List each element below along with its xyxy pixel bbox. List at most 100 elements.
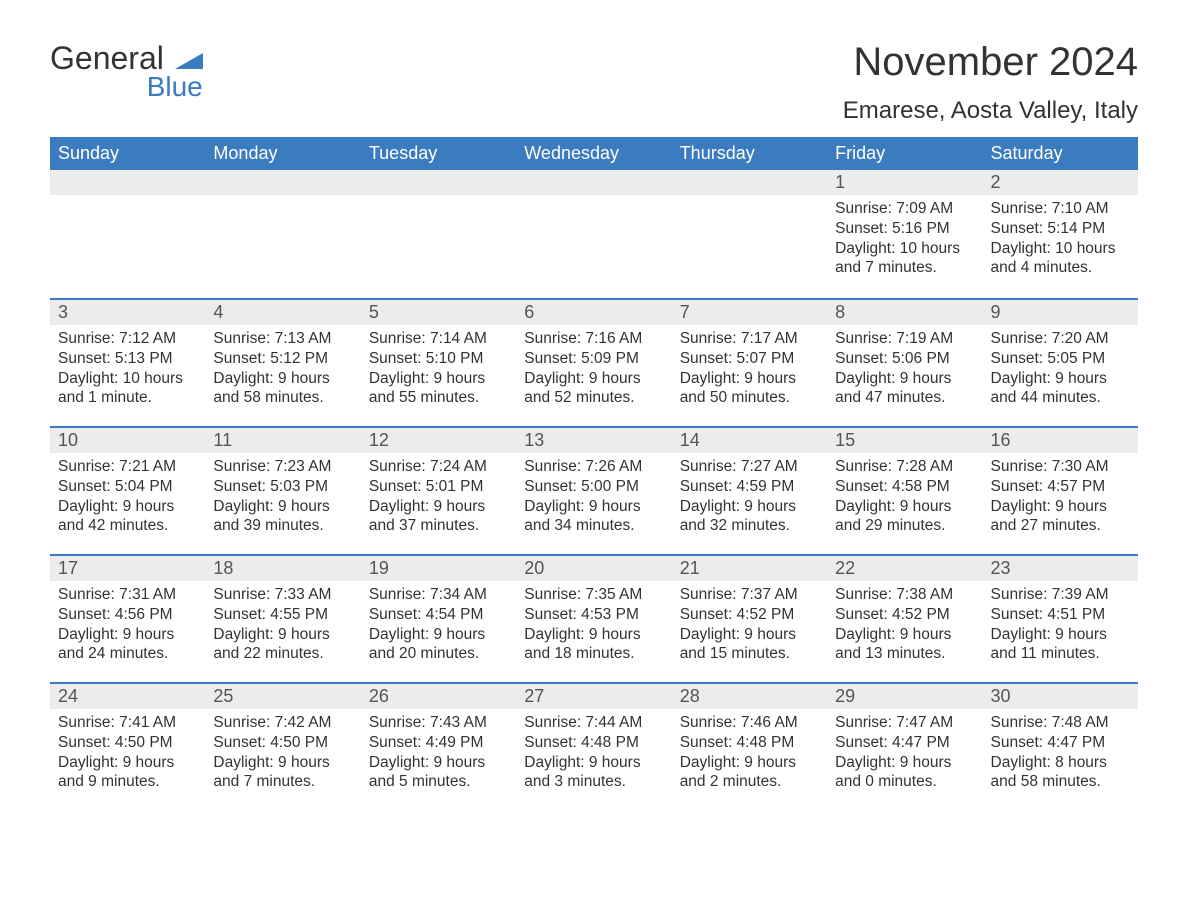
daylight-text: Daylight: 9 hours and 11 minutes. (991, 625, 1130, 665)
calendar-cell: 17Sunrise: 7:31 AMSunset: 4:56 PMDayligh… (50, 554, 205, 682)
daylight-text: Daylight: 10 hours and 1 minute. (58, 369, 197, 409)
day-wrap: 4Sunrise: 7:13 AMSunset: 5:12 PMDaylight… (205, 298, 360, 416)
day-number: 9 (983, 300, 1138, 325)
day-body: Sunrise: 7:47 AMSunset: 4:47 PMDaylight:… (827, 709, 982, 800)
calendar-cell: 19Sunrise: 7:34 AMSunset: 4:54 PMDayligh… (361, 554, 516, 682)
month-title: November 2024 (843, 40, 1138, 85)
day-number: 22 (827, 556, 982, 581)
sunrise-text: Sunrise: 7:34 AM (369, 585, 508, 605)
sunset-text: Sunset: 4:47 PM (991, 733, 1130, 753)
daylight-text: Daylight: 9 hours and 42 minutes. (58, 497, 197, 537)
day-number: 6 (516, 300, 671, 325)
calendar-cell: 12Sunrise: 7:24 AMSunset: 5:01 PMDayligh… (361, 426, 516, 554)
day-wrap: 25Sunrise: 7:42 AMSunset: 4:50 PMDayligh… (205, 682, 360, 800)
weekday-header: Tuesday (361, 137, 516, 170)
daylight-text: Daylight: 9 hours and 18 minutes. (524, 625, 663, 665)
calendar-table: SundayMondayTuesdayWednesdayThursdayFrid… (50, 137, 1138, 810)
day-number: 28 (672, 684, 827, 709)
day-number: 10 (50, 428, 205, 453)
daylight-text: Daylight: 9 hours and 9 minutes. (58, 753, 197, 793)
day-body: Sunrise: 7:23 AMSunset: 5:03 PMDaylight:… (205, 453, 360, 544)
sunrise-text: Sunrise: 7:16 AM (524, 329, 663, 349)
day-wrap: 6Sunrise: 7:16 AMSunset: 5:09 PMDaylight… (516, 298, 671, 416)
daylight-text: Daylight: 10 hours and 7 minutes. (835, 239, 974, 279)
sunset-text: Sunset: 4:48 PM (680, 733, 819, 753)
sunrise-text: Sunrise: 7:10 AM (991, 199, 1130, 219)
daylight-text: Daylight: 9 hours and 29 minutes. (835, 497, 974, 537)
day-body: Sunrise: 7:35 AMSunset: 4:53 PMDaylight:… (516, 581, 671, 672)
daylight-text: Daylight: 9 hours and 7 minutes. (213, 753, 352, 793)
sunrise-text: Sunrise: 7:17 AM (680, 329, 819, 349)
day-number: 29 (827, 684, 982, 709)
daylight-text: Daylight: 9 hours and 52 minutes. (524, 369, 663, 409)
calendar-cell: 20Sunrise: 7:35 AMSunset: 4:53 PMDayligh… (516, 554, 671, 682)
day-number: 18 (205, 556, 360, 581)
day-body: Sunrise: 7:30 AMSunset: 4:57 PMDaylight:… (983, 453, 1138, 544)
day-wrap: 20Sunrise: 7:35 AMSunset: 4:53 PMDayligh… (516, 554, 671, 672)
calendar-cell: 29Sunrise: 7:47 AMSunset: 4:47 PMDayligh… (827, 682, 982, 810)
calendar-cell: 22Sunrise: 7:38 AMSunset: 4:52 PMDayligh… (827, 554, 982, 682)
sunrise-text: Sunrise: 7:31 AM (58, 585, 197, 605)
day-number-empty (361, 170, 516, 195)
sunrise-text: Sunrise: 7:33 AM (213, 585, 352, 605)
sunrise-text: Sunrise: 7:14 AM (369, 329, 508, 349)
day-body: Sunrise: 7:19 AMSunset: 5:06 PMDaylight:… (827, 325, 982, 416)
calendar-cell: 4Sunrise: 7:13 AMSunset: 5:12 PMDaylight… (205, 298, 360, 426)
sunset-text: Sunset: 5:00 PM (524, 477, 663, 497)
day-body: Sunrise: 7:21 AMSunset: 5:04 PMDaylight:… (50, 453, 205, 544)
calendar-cell: 14Sunrise: 7:27 AMSunset: 4:59 PMDayligh… (672, 426, 827, 554)
calendar-week-row: 1Sunrise: 7:09 AMSunset: 5:16 PMDaylight… (50, 170, 1138, 298)
calendar-week-row: 10Sunrise: 7:21 AMSunset: 5:04 PMDayligh… (50, 426, 1138, 554)
sunset-text: Sunset: 4:47 PM (835, 733, 974, 753)
day-wrap: 26Sunrise: 7:43 AMSunset: 4:49 PMDayligh… (361, 682, 516, 800)
sunrise-text: Sunrise: 7:35 AM (524, 585, 663, 605)
daylight-text: Daylight: 9 hours and 39 minutes. (213, 497, 352, 537)
sunset-text: Sunset: 4:52 PM (680, 605, 819, 625)
day-body: Sunrise: 7:13 AMSunset: 5:12 PMDaylight:… (205, 325, 360, 416)
sunset-text: Sunset: 5:12 PM (213, 349, 352, 369)
day-body: Sunrise: 7:20 AMSunset: 5:05 PMDaylight:… (983, 325, 1138, 416)
calendar-cell: 28Sunrise: 7:46 AMSunset: 4:48 PMDayligh… (672, 682, 827, 810)
title-block: November 2024 Emarese, Aosta Valley, Ita… (843, 40, 1138, 125)
day-body: Sunrise: 7:34 AMSunset: 4:54 PMDaylight:… (361, 581, 516, 672)
day-number: 16 (983, 428, 1138, 453)
day-body: Sunrise: 7:12 AMSunset: 5:13 PMDaylight:… (50, 325, 205, 416)
sunset-text: Sunset: 5:07 PM (680, 349, 819, 369)
calendar-cell: 18Sunrise: 7:33 AMSunset: 4:55 PMDayligh… (205, 554, 360, 682)
calendar-body: 1Sunrise: 7:09 AMSunset: 5:16 PMDaylight… (50, 170, 1138, 810)
calendar-cell: 7Sunrise: 7:17 AMSunset: 5:07 PMDaylight… (672, 298, 827, 426)
day-number: 21 (672, 556, 827, 581)
day-number: 14 (672, 428, 827, 453)
day-number-empty (516, 170, 671, 195)
day-number: 5 (361, 300, 516, 325)
daylight-text: Daylight: 9 hours and 27 minutes. (991, 497, 1130, 537)
day-body: Sunrise: 7:46 AMSunset: 4:48 PMDaylight:… (672, 709, 827, 800)
sunset-text: Sunset: 5:05 PM (991, 349, 1130, 369)
weekday-header: Friday (827, 137, 982, 170)
day-wrap: 1Sunrise: 7:09 AMSunset: 5:16 PMDaylight… (827, 170, 982, 286)
sunrise-text: Sunrise: 7:13 AM (213, 329, 352, 349)
day-body: Sunrise: 7:43 AMSunset: 4:49 PMDaylight:… (361, 709, 516, 800)
day-number: 1 (827, 170, 982, 195)
weekday-header: Wednesday (516, 137, 671, 170)
calendar-cell: 21Sunrise: 7:37 AMSunset: 4:52 PMDayligh… (672, 554, 827, 682)
sunrise-text: Sunrise: 7:47 AM (835, 713, 974, 733)
sunset-text: Sunset: 4:57 PM (991, 477, 1130, 497)
day-wrap: 19Sunrise: 7:34 AMSunset: 4:54 PMDayligh… (361, 554, 516, 672)
calendar-cell: 16Sunrise: 7:30 AMSunset: 4:57 PMDayligh… (983, 426, 1138, 554)
day-body: Sunrise: 7:24 AMSunset: 5:01 PMDaylight:… (361, 453, 516, 544)
day-wrap: 18Sunrise: 7:33 AMSunset: 4:55 PMDayligh… (205, 554, 360, 672)
weekday-header: Saturday (983, 137, 1138, 170)
day-number: 7 (672, 300, 827, 325)
day-number: 2 (983, 170, 1138, 195)
calendar-cell: 25Sunrise: 7:42 AMSunset: 4:50 PMDayligh… (205, 682, 360, 810)
day-body: Sunrise: 7:09 AMSunset: 5:16 PMDaylight:… (827, 195, 982, 286)
daylight-text: Daylight: 9 hours and 13 minutes. (835, 625, 974, 665)
day-body: Sunrise: 7:27 AMSunset: 4:59 PMDaylight:… (672, 453, 827, 544)
daylight-text: Daylight: 9 hours and 3 minutes. (524, 753, 663, 793)
calendar-cell (516, 170, 671, 298)
daylight-text: Daylight: 9 hours and 55 minutes. (369, 369, 508, 409)
sunrise-text: Sunrise: 7:41 AM (58, 713, 197, 733)
location: Emarese, Aosta Valley, Italy (843, 97, 1138, 125)
day-body: Sunrise: 7:31 AMSunset: 4:56 PMDaylight:… (50, 581, 205, 672)
